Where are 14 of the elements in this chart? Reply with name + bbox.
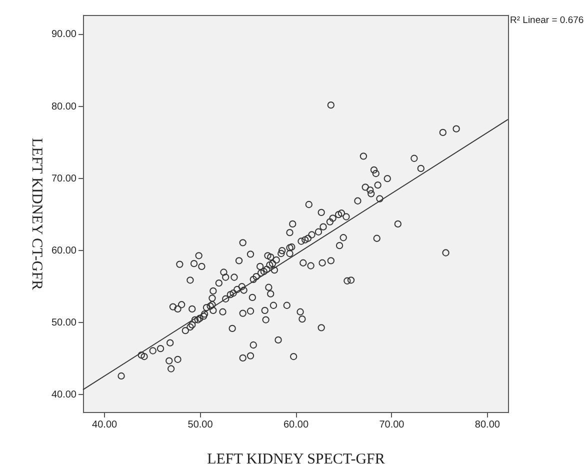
y-tick-label: 60.00 [51,245,77,256]
text: R² Linear = 0.676 [510,15,584,26]
x-tick-label: 80.00 [474,420,500,430]
x-tick-label: 60.00 [283,420,309,430]
x-tick-label: 50.00 [188,420,214,430]
x-tick-label: 70.00 [379,420,405,430]
y-axis-title: LEFT KIDNEY CT-GFR [28,138,44,290]
x-axis-title: LEFT KIDNEY SPECT-GFR [207,452,385,465]
y-tick-label: 40.00 [51,389,77,400]
y-tick-label: 50.00 [51,317,77,328]
y-tick-label: 90.00 [51,29,77,40]
x-tick-label: 40.00 [92,420,118,430]
y-tick-label: 70.00 [51,173,77,184]
y-tick-label: 80.00 [51,101,77,112]
